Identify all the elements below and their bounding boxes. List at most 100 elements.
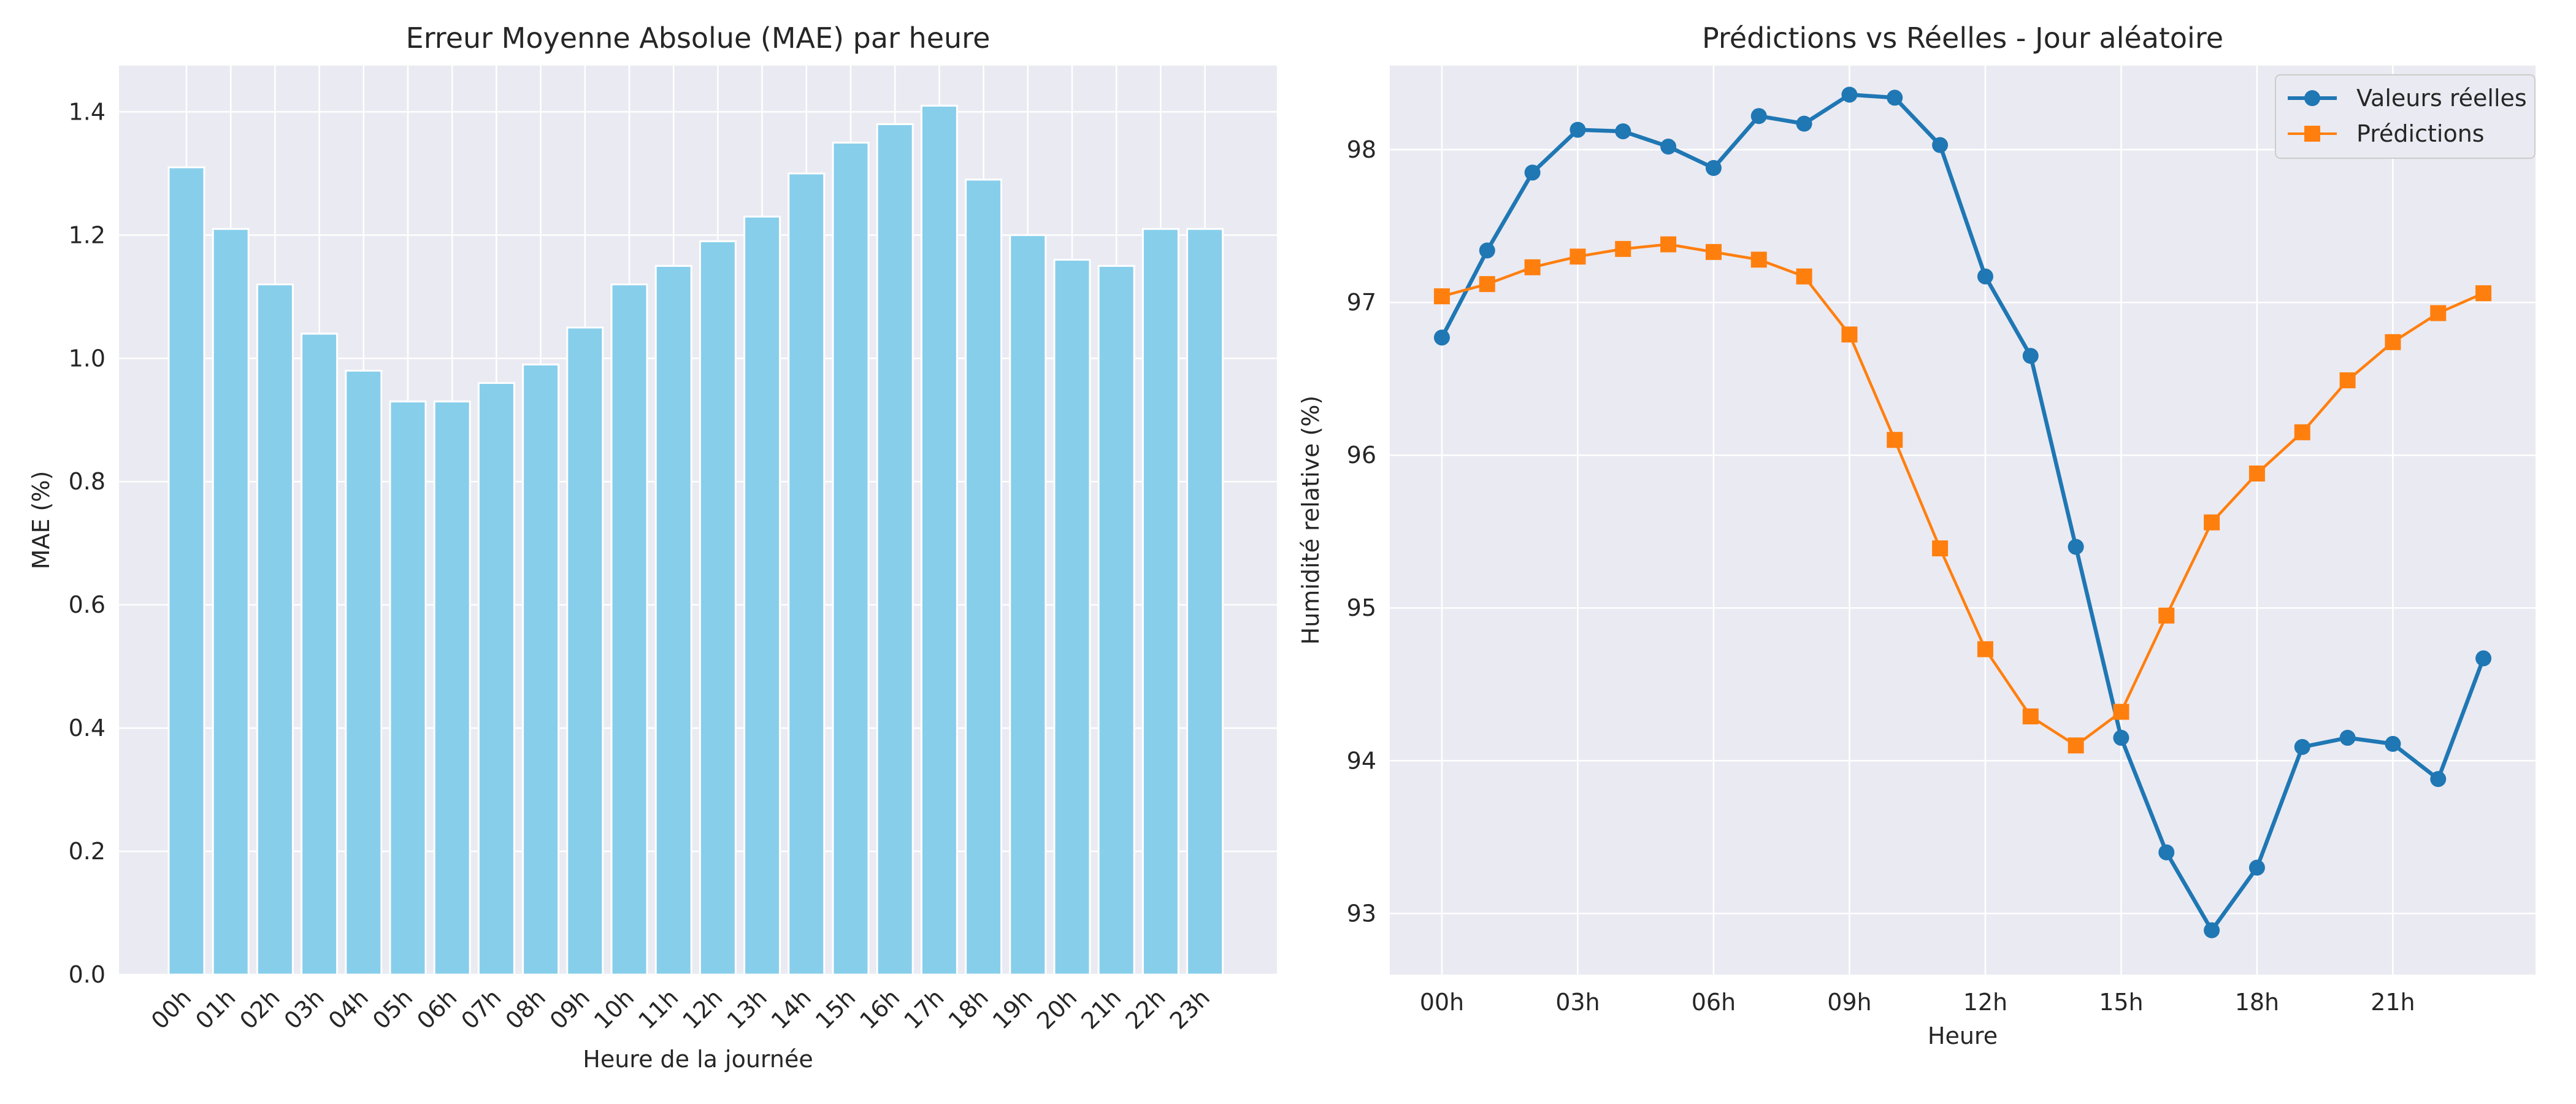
mae-bar-chart: 0.0 0.2 0.4 0.6 0.8 1.0 1.2 1.4 00h01h02h03h04h… — [28, 21, 1277, 1073]
pred-x-tick-label: 12h — [1963, 989, 2007, 1016]
pred-legend: Valeurs réelles Prédictions — [2275, 74, 2536, 159]
prediction-line-chart: 93 94 95 96 97 98 00h 03h 06h 09h 12h 15h 18h 21h Pr… — [1297, 21, 2536, 1049]
real-point — [2022, 348, 2039, 364]
real-point — [2294, 738, 2310, 755]
real-point — [1433, 329, 1450, 346]
mae-bar — [1053, 258, 1091, 976]
pred-x-tick-label: 21h — [2371, 989, 2415, 1016]
mae-bar — [345, 369, 383, 976]
real-point — [1615, 123, 1631, 140]
pred-point — [2204, 514, 2220, 531]
mae-y-tick-label: 0.4 — [69, 715, 105, 742]
mae-bar — [1097, 265, 1135, 976]
mae-chart-title: Erreur Moyenne Absolue (MAE) par heure — [406, 21, 991, 55]
pred-point — [2068, 737, 2084, 754]
pred-y-axis-label: Humidité relative (%) — [1297, 396, 1324, 645]
mae-x-tick-label: 07h — [456, 984, 506, 1034]
pred-series — [1433, 86, 2492, 938]
mae-y-ticks: 0.0 0.2 0.4 0.6 0.8 1.0 1.2 1.4 — [69, 98, 105, 988]
pred-y-ticks: 93 94 95 96 97 98 — [1347, 136, 1376, 927]
real-point — [1796, 115, 1812, 132]
real-point — [2430, 771, 2447, 788]
mae-x-ticks: 00h01h02h03h04h05h06h07h08h09h10h11h12h1… — [146, 984, 1215, 1034]
mae-bar — [743, 215, 781, 976]
pred-y-tick-label: 97 — [1347, 289, 1376, 316]
pred-x-tick-label: 03h — [1555, 989, 1600, 1016]
real-point — [1887, 90, 1903, 106]
pred-point — [1479, 276, 1495, 293]
pred-gridlines — [1390, 66, 2536, 975]
pred-point — [1524, 259, 1541, 275]
mae-bar — [876, 123, 914, 976]
mae-y-axis-label: MAE (%) — [28, 471, 55, 570]
pred-point — [2248, 466, 2265, 482]
real-point — [2204, 922, 2220, 938]
mae-bar — [566, 326, 604, 976]
mae-x-tick-label: 05h — [367, 984, 418, 1034]
real-point — [2475, 650, 2492, 667]
mae-x-tick-label: 20h — [1032, 984, 1082, 1034]
mae-bar — [389, 401, 427, 976]
mae-x-tick-label: 00h — [146, 984, 196, 1034]
real-point — [1660, 139, 1677, 155]
mae-x-tick-label: 08h — [500, 984, 551, 1034]
real-point — [1932, 137, 1949, 153]
mae-y-tick-label: 0.0 — [69, 961, 105, 988]
pred-point — [1887, 432, 1903, 448]
pred-point — [2430, 305, 2447, 321]
mae-bar — [654, 265, 692, 976]
mae-bar — [1186, 228, 1224, 976]
pred-y-tick-label: 94 — [1347, 747, 1376, 774]
pred-point — [1750, 251, 1767, 268]
mae-x-tick-label: 15h — [810, 984, 861, 1034]
pred-x-tick-label: 09h — [1827, 989, 1871, 1016]
real-point — [1479, 242, 1495, 259]
pred-point — [1433, 288, 1450, 305]
mae-bar — [788, 172, 826, 976]
mae-bar — [1141, 228, 1179, 976]
mae-y-tick-label: 1.0 — [69, 345, 105, 372]
pred-x-tick-label: 00h — [1420, 989, 1464, 1016]
mae-y-tick-label: 0.8 — [69, 468, 105, 495]
pred-point — [2294, 424, 2310, 440]
pred-point — [1932, 540, 1949, 557]
pred-point — [1705, 243, 1722, 260]
mae-bar — [301, 332, 339, 976]
mae-x-tick-label: 14h — [766, 984, 816, 1034]
real-point — [1977, 268, 1993, 285]
mae-y-tick-label: 1.2 — [69, 221, 105, 248]
mae-x-tick-label: 09h — [545, 984, 595, 1034]
pred-point — [2022, 708, 2039, 725]
real-point — [2068, 539, 2084, 555]
mae-x-tick-label: 04h — [323, 984, 374, 1034]
pred-point — [1660, 236, 1677, 253]
mae-x-tick-label: 13h — [722, 984, 772, 1034]
mae-x-tick-label: 22h — [1120, 984, 1170, 1034]
mae-bar — [167, 166, 205, 976]
real-point — [1524, 164, 1541, 181]
pred-point — [2113, 703, 2129, 720]
mae-x-tick-label: 01h — [190, 984, 240, 1034]
mae-x-tick-label: 21h — [1076, 984, 1126, 1034]
mae-x-tick-label: 23h — [1165, 984, 1215, 1034]
pred-point — [1977, 641, 1993, 657]
pred-plot-area — [1390, 66, 2536, 975]
real-point — [1705, 159, 1722, 176]
pred-y-tick-label: 93 — [1347, 900, 1376, 927]
pred-x-axis-label: Heure — [1928, 1022, 1998, 1049]
real-point — [2113, 729, 2129, 746]
mae-x-tick-label: 06h — [412, 984, 462, 1034]
mae-bar — [522, 363, 560, 976]
legend-box — [2275, 74, 2536, 159]
mae-y-tick-label: 0.6 — [69, 591, 105, 618]
legend-real-label: Valeurs réelles — [2356, 85, 2527, 112]
pred-chart-title: Prédictions vs Réelles - Jour aléatoire — [1702, 21, 2223, 55]
pred-x-ticks: 00h 03h 06h 09h 12h 15h 18h 21h — [1420, 989, 2415, 1016]
pred-point — [2475, 285, 2492, 302]
real-point — [2158, 844, 2175, 861]
legend-pred-label: Prédictions — [2356, 120, 2485, 147]
mae-bar — [256, 283, 294, 976]
mae-x-tick-label: 03h — [279, 984, 329, 1034]
real-point — [1750, 108, 1767, 125]
